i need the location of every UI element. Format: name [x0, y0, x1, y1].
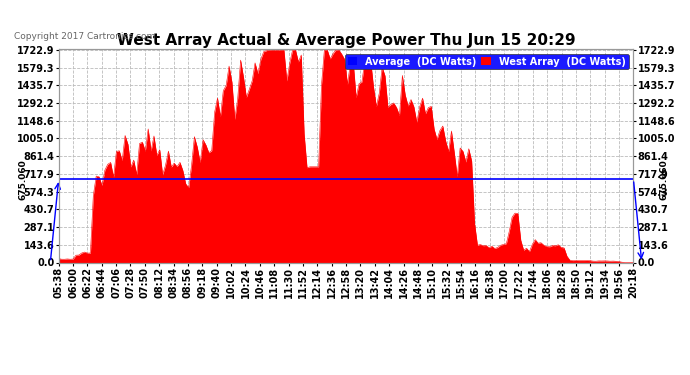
Legend: Average  (DC Watts), West Array  (DC Watts): Average (DC Watts), West Array (DC Watts… — [344, 54, 629, 69]
Title: West Array Actual & Average Power Thu Jun 15 20:29: West Array Actual & Average Power Thu Ju… — [117, 33, 575, 48]
Text: Copyright 2017 Cartronics.com: Copyright 2017 Cartronics.com — [14, 32, 155, 41]
Text: 675.060: 675.060 — [659, 159, 669, 200]
Text: 675.060: 675.060 — [18, 159, 27, 200]
